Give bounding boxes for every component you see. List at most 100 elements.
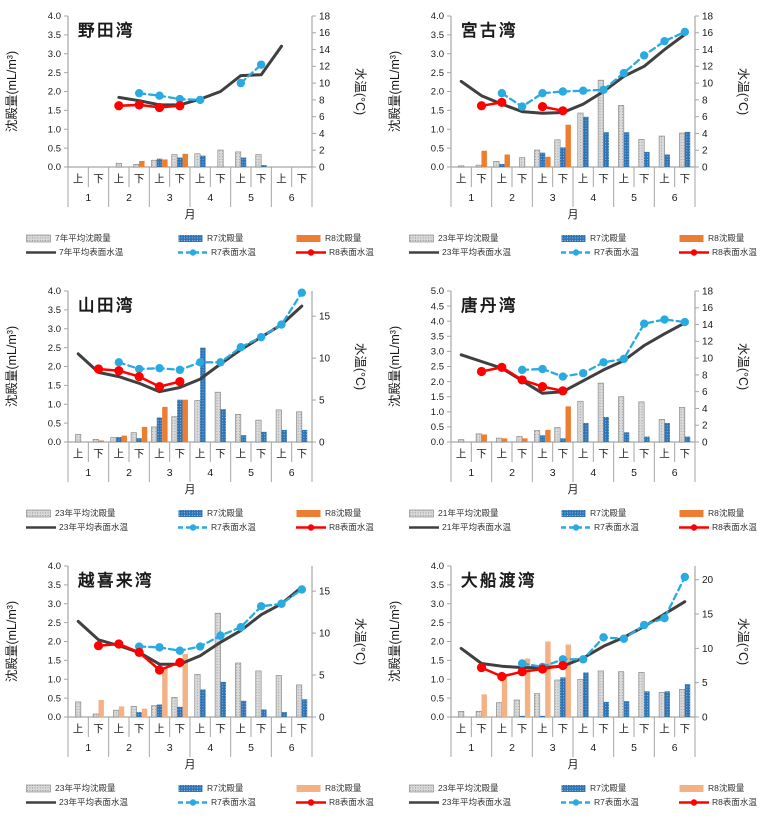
bar-avg-sediment — [554, 139, 561, 168]
marker-r7-temperature — [558, 372, 568, 381]
chart-text: 2.0 — [48, 87, 61, 98]
bar-avg-sediment — [513, 699, 520, 718]
chart-text: 2.5 — [431, 362, 444, 373]
bar-r7-sediment — [623, 432, 630, 442]
chart-text: 3 — [167, 742, 173, 754]
chart-text: 2.5 — [48, 618, 61, 629]
bar-r8-sediment — [118, 706, 125, 717]
bar-r8-sediment — [98, 700, 104, 717]
legend-item-avg-temperature: 23年平均表面水温 — [409, 796, 561, 808]
bar-avg-sediment — [113, 709, 120, 718]
legend-item-r7-temperature: R7表面水温 — [178, 246, 296, 258]
chart-text: 1.0 — [48, 399, 61, 410]
legend-bar-swatch — [561, 509, 586, 517]
chart-panel-越喜来湾: 0.0 0.5 1.0 1.5 2.0 2.5 3.0 3.5 4.0 0 5 10 15 上下上下上下上… — [0, 550, 383, 825]
legend-bar-swatch — [178, 234, 203, 242]
chart-text: 10 — [702, 644, 714, 655]
chart-text: 下 — [134, 448, 145, 460]
marker-r8-temperature — [154, 665, 165, 675]
marker-r7-temperature — [558, 87, 568, 96]
legend-label: R7表面水温 — [594, 797, 639, 807]
chart-text: 5 — [319, 395, 325, 406]
bar-r7-sediment — [200, 689, 206, 717]
chart-text: 上 — [276, 173, 287, 185]
bar-r8-sediment — [162, 666, 168, 717]
chart-text: 0.0 — [48, 437, 61, 448]
chart-text: 3.5 — [431, 332, 444, 343]
marker-r7-temperature — [619, 68, 629, 78]
legend-item-r8-temperature: R8表面水温 — [296, 521, 383, 533]
combo-chart: 0.00.51.01.52.02.53.03.54.0051015上下上下上下上… — [4, 286, 367, 496]
chart-text: 上 — [195, 448, 206, 460]
marker-r7-temperature — [256, 332, 266, 342]
right-axis-label: 水温(°C) — [353, 68, 367, 115]
legend-label: R7沈殿量 — [590, 233, 627, 243]
legend-line-swatch — [409, 525, 439, 529]
chart-text: 上 — [537, 723, 548, 735]
combo-chart: 0.00.51.01.52.02.53.03.54.0051015上下上下上下上… — [4, 561, 367, 771]
bar-r7-sediment — [664, 154, 670, 167]
legend-item-r8-sediment: R8沈殿量 — [296, 507, 383, 519]
legend-item-avg-sediment: 23年平均沈殿量 — [26, 507, 178, 519]
line-r7-temperature — [117, 291, 303, 372]
chart-text: 下 — [93, 723, 104, 735]
marker-r7-temperature — [660, 315, 669, 324]
bar-avg-sediment — [534, 149, 541, 168]
chart-text: 下 — [598, 448, 609, 460]
legend-line-swatch — [178, 798, 208, 806]
legend-item-r8-temperature: R8表面水温 — [296, 796, 383, 808]
chart-text: 5.0 — [431, 286, 444, 297]
chart-text: 10 — [319, 79, 331, 90]
bar-r7-sediment — [644, 436, 650, 442]
legend-item-r7-sediment: R7沈殿量 — [178, 507, 296, 519]
legend-bar-swatch — [561, 784, 586, 792]
bar-r8-sediment — [481, 150, 487, 167]
chart-text: 6 — [319, 112, 325, 123]
bar-avg-sediment — [115, 162, 122, 168]
chart-text: 下 — [476, 173, 487, 185]
chart-text: 下 — [476, 448, 487, 460]
legend-item-r7-sediment: R7沈殿量 — [178, 232, 296, 244]
chart-text: 2 — [702, 146, 708, 157]
marker-r8-temperature — [558, 106, 568, 116]
panel-title: 大船渡湾 — [461, 570, 537, 590]
bar-r7-sediment — [560, 438, 566, 442]
chart-text: 5 — [631, 742, 637, 754]
chart-text: 0.5 — [431, 422, 444, 433]
marker-r7-temperature — [660, 36, 669, 46]
marker-r7-temperature — [195, 642, 205, 651]
chart-text: 0 — [702, 712, 708, 723]
chart-text: 上 — [195, 723, 206, 735]
chart-text: 月 — [185, 759, 196, 771]
chart-text: 5 — [631, 192, 637, 204]
chart-legend: 23年平均沈殿量 R7沈殿量 R8沈殿量 23年平均表面水温 R7表面水温 R8表面水温 — [383, 232, 766, 258]
bar-avg-sediment — [458, 711, 465, 718]
bar-r7-sediment — [560, 147, 566, 167]
legend-bar-swatch — [296, 509, 321, 517]
marker-r7-temperature — [599, 85, 608, 95]
bar-r7-sediment — [623, 701, 630, 717]
chart-text: 4 — [702, 404, 708, 415]
chart-text: 4.0 — [431, 316, 444, 327]
bar-r8-sediment — [565, 406, 571, 442]
marker-r7-temperature — [195, 95, 205, 105]
bar-avg-sediment — [194, 674, 201, 718]
chart-text: 上 — [619, 448, 630, 460]
marker-r7-temperature — [216, 358, 225, 367]
bar-r7-sediment — [156, 158, 163, 167]
chart-text: 0.0 — [431, 437, 444, 448]
chart-text: 上 — [497, 448, 508, 460]
chart-text: 3 — [167, 467, 173, 479]
line-avg-temperature — [459, 600, 687, 670]
marker-r7-temperature — [277, 320, 286, 329]
marker-r8-temperature — [154, 382, 165, 392]
chart-text: 下 — [256, 723, 267, 735]
chart-text: 3 — [550, 467, 556, 479]
chart-legend: 23年平均沈殿量 R7沈殿量 R8沈殿量 23年平均表面水温 R7表面水温 R8表面水温 — [0, 782, 383, 808]
chart-text: 6 — [672, 742, 678, 754]
marker-r7-temperature — [175, 646, 185, 655]
legend-label: 23年平均表面水温 — [59, 797, 128, 807]
chart-text: 14 — [702, 45, 714, 56]
right-axis-label: 水温(°C) — [353, 618, 367, 665]
